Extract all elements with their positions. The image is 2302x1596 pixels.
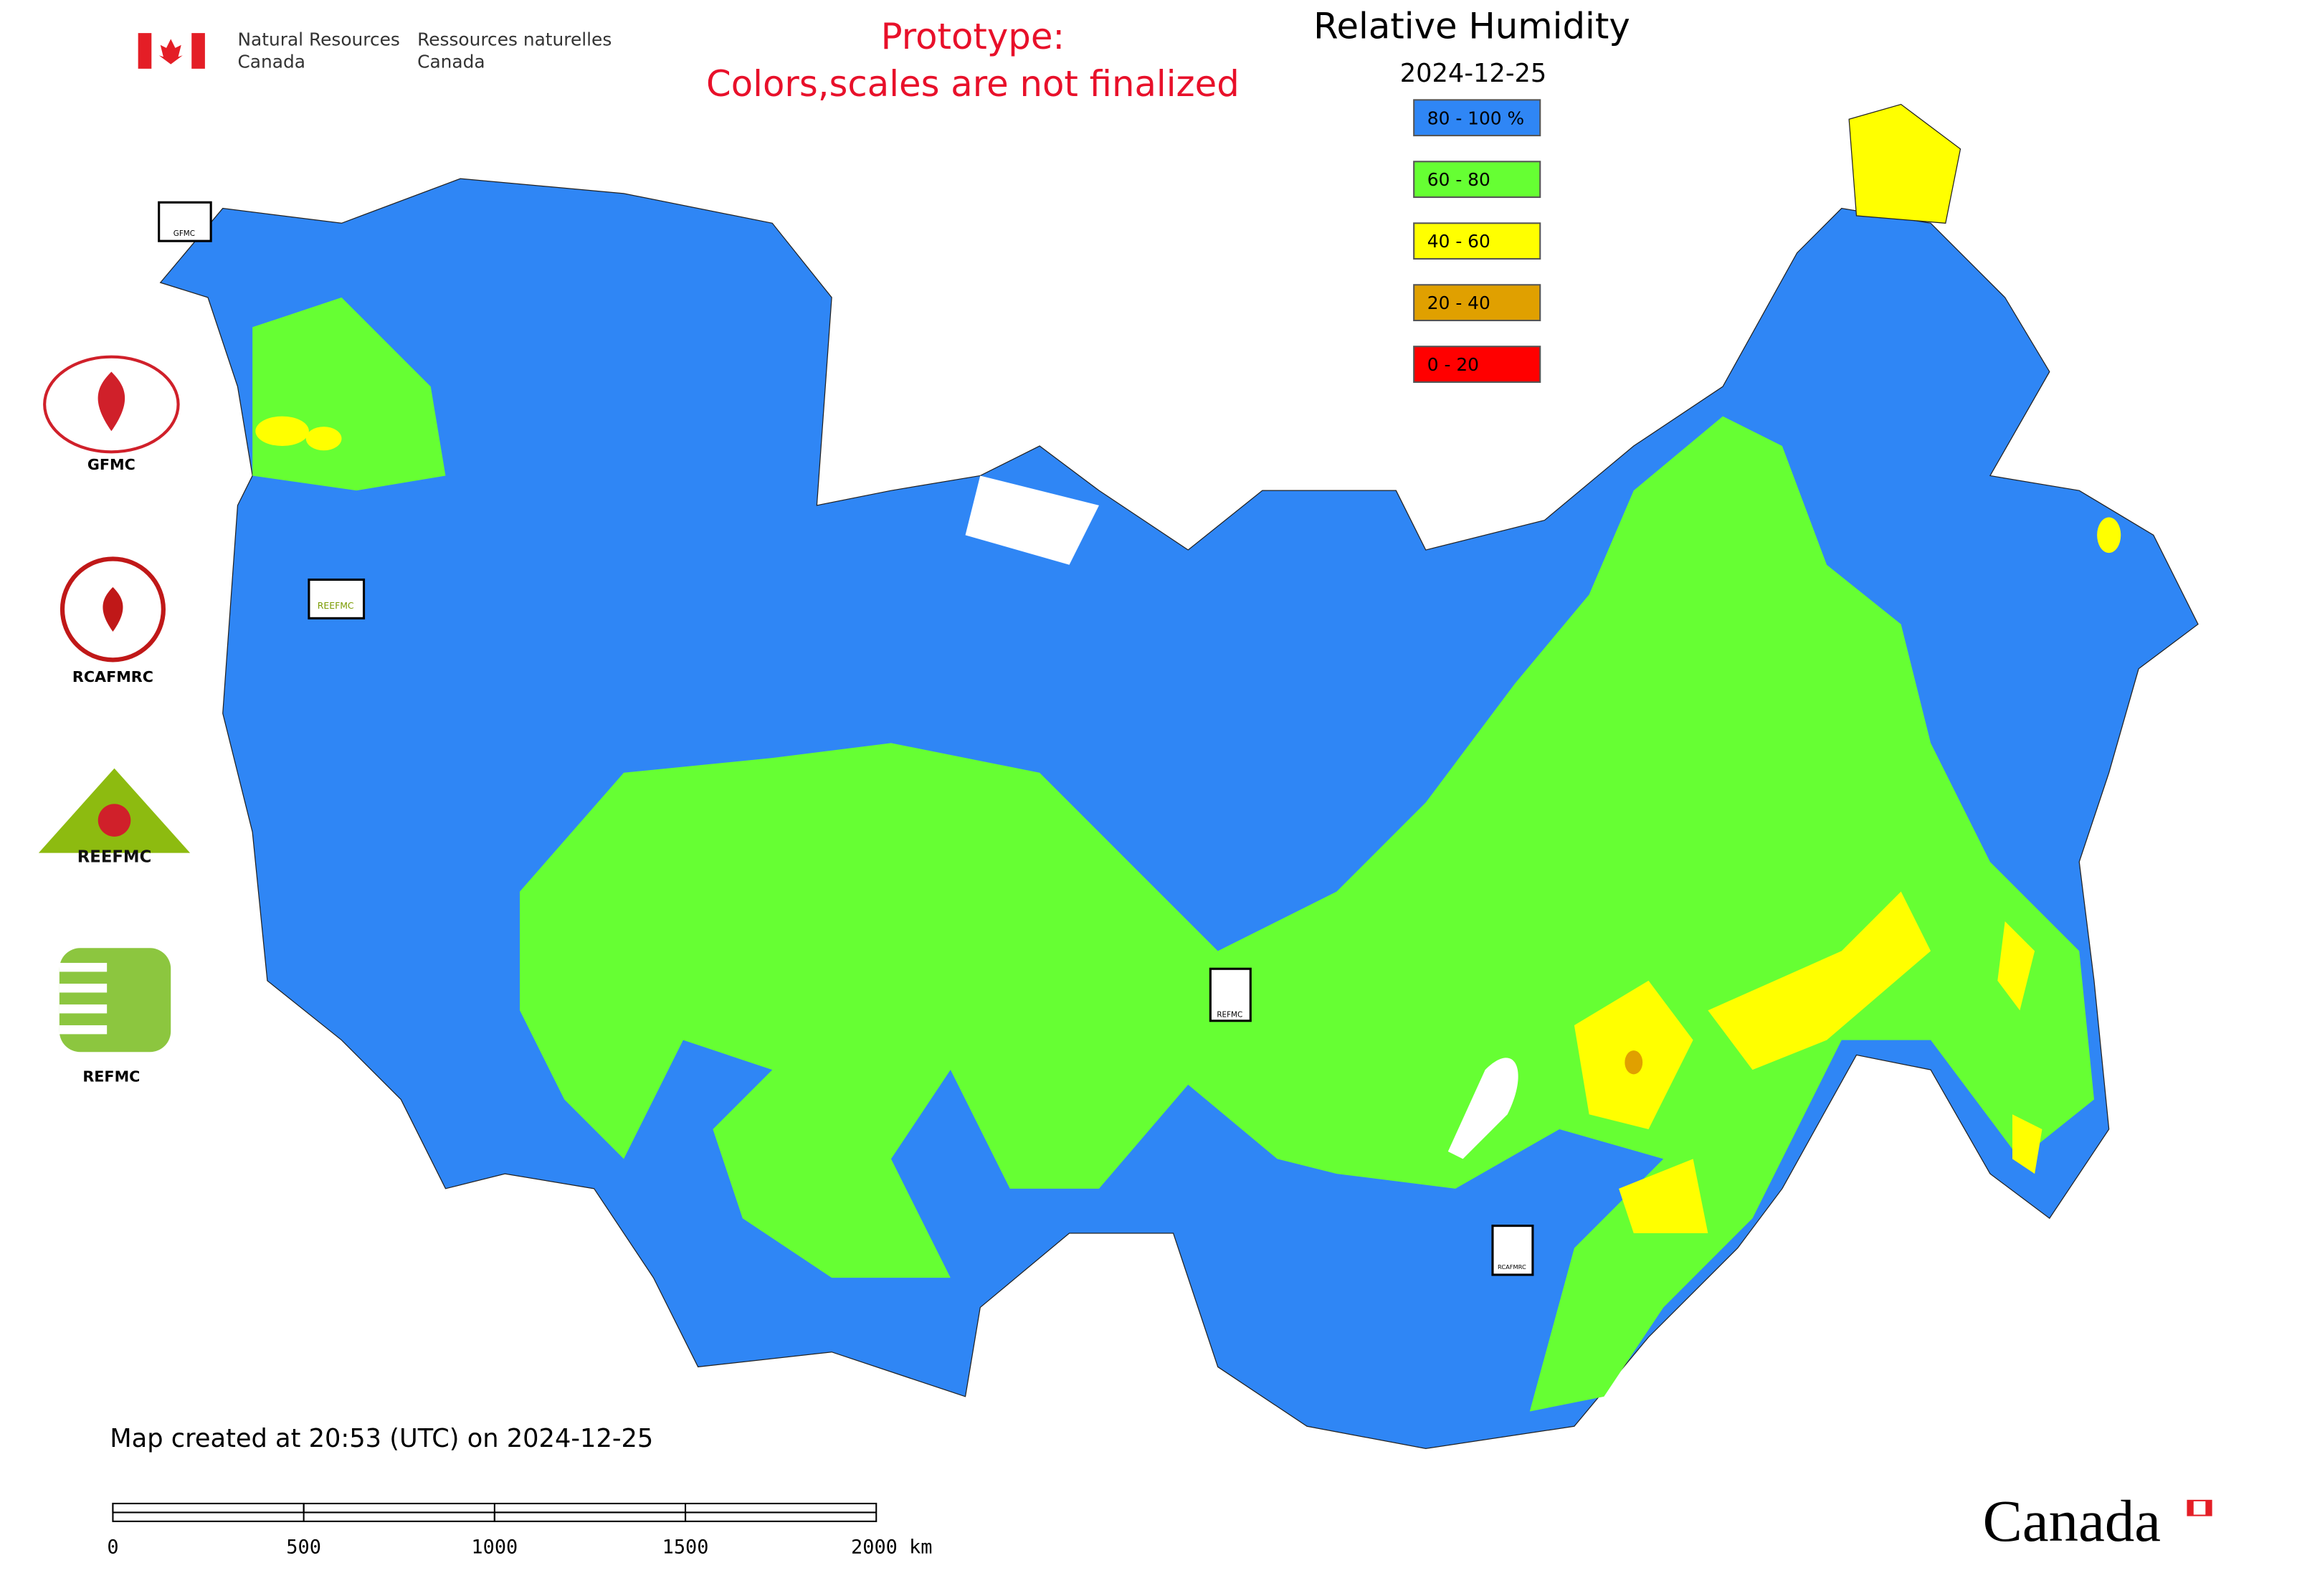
agency-fr: Ressources naturelles [417,29,612,49]
title: Relative Humidity [1313,5,1630,47]
legend-swatch [1413,284,1541,322]
notice: Prototype: [881,16,1065,57]
legend-swatch [1413,161,1541,199]
logo-label: RCAFMRC [72,668,153,685]
legend-label: 80 - 100 % [1427,108,1524,128]
logo-label: REFMC [82,1068,140,1085]
legend-swatch [1413,222,1541,260]
marker-label: REEFMC [318,600,354,611]
legend-label: 40 - 60 [1427,231,1490,252]
legend-label: 60 - 80 [1427,169,1490,190]
scale-bar: 0 500 1000 1500 2000 km [107,1502,933,1559]
map [159,103,2199,1449]
agency-en: Natural Resources [237,29,399,49]
logo-label: GFMC [87,456,135,473]
notice: Colors,scales are not finalized [706,63,1240,105]
marker-label: GFMC [173,229,195,238]
legend: 80 - 100 % 60 - 80 40 - 60 20 - 40 0 - 20 [1413,99,1541,383]
agency-en: Canada [237,52,305,72]
marker-label: REFMC [1217,1010,1242,1019]
logo-label: REEFMC [77,847,152,866]
nrcan-signature: Natural Resources Canada Ressources natu… [138,29,612,72]
agency-fr: Canada [417,52,485,72]
map-markers: GFMC REEFMC REFMC RCAFMRC [158,201,1534,1276]
logos: GFMC RCAFMRC REEFMC REFMC [38,355,191,1085]
legend-swatch [1413,346,1541,383]
legend-swatch [1413,99,1541,137]
scale-label: 2000 km [851,1536,932,1559]
scale-label: 1500 [662,1536,709,1559]
canada-wordmark: Canada [1983,1488,2212,1554]
date: 2024-12-25 [1400,59,1547,88]
created-note: Map created at 20:53 (UTC) on 2024-12-25 [110,1424,653,1453]
scale-label: 1000 [471,1536,518,1559]
marker-label: RCAFMRC [1498,1263,1526,1270]
legend-label: 0 - 20 [1427,354,1479,375]
scale-label: 500 [286,1536,321,1559]
legend-label: 20 - 40 [1427,293,1490,313]
scale-label: 0 [107,1536,118,1559]
wordmark: Canada [1983,1488,2161,1554]
